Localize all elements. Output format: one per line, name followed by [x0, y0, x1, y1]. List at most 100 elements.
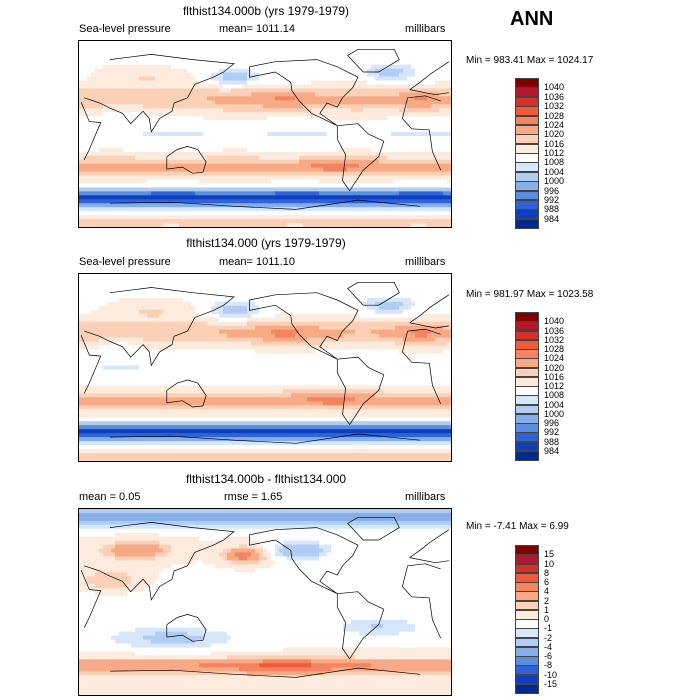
field-cell — [255, 155, 260, 161]
field-cell — [295, 191, 300, 196]
field-cell — [91, 289, 96, 295]
field-cell — [207, 92, 212, 98]
field-cell — [379, 219, 384, 224]
field-cell — [407, 120, 412, 125]
field-cell — [295, 48, 300, 54]
field-cell — [311, 167, 316, 173]
field-cell — [263, 195, 268, 200]
field-cell — [275, 128, 280, 133]
field-cell — [79, 155, 84, 161]
field-cell — [291, 104, 296, 109]
field-cell — [135, 274, 140, 279]
field-cell — [167, 143, 172, 149]
field-cell — [227, 96, 232, 101]
field-cell — [391, 163, 396, 169]
field-cell — [411, 132, 416, 137]
field-cell — [151, 159, 156, 165]
field-cell — [383, 167, 388, 173]
field-cell — [407, 128, 412, 133]
field-cell — [195, 124, 200, 129]
field-cell — [119, 56, 124, 62]
field-cell — [283, 44, 288, 50]
field-cell — [215, 277, 220, 283]
field-cell — [371, 92, 376, 98]
field-cell — [311, 80, 316, 86]
field-cell — [123, 88, 128, 94]
field-cell — [147, 155, 152, 161]
field-cell — [351, 56, 356, 62]
field-cell — [399, 104, 404, 109]
field-cell — [239, 215, 244, 220]
field-cell — [395, 277, 400, 283]
field-cell — [307, 112, 312, 117]
field-cell — [83, 64, 88, 70]
field-cell — [155, 215, 160, 220]
field-cell — [111, 277, 116, 283]
field-cell — [347, 195, 352, 200]
field-cell — [231, 215, 236, 220]
field-cell — [83, 120, 88, 125]
field-cell — [143, 92, 148, 98]
field-cell — [315, 52, 320, 58]
field-cell — [119, 191, 124, 196]
field-cell — [399, 139, 404, 145]
field-cell — [359, 96, 364, 101]
field-cell — [123, 211, 128, 216]
field-cell — [247, 293, 252, 299]
field-cell — [419, 183, 424, 189]
field-cell — [371, 44, 376, 50]
field-cell — [315, 41, 320, 46]
field-cell — [131, 175, 136, 181]
field-cell — [239, 163, 244, 169]
field-cell — [355, 281, 360, 287]
field-cell — [407, 171, 412, 177]
field-cell — [391, 135, 396, 141]
field-cell — [315, 147, 320, 153]
field-cell — [239, 285, 244, 291]
field-cell — [163, 56, 168, 62]
field-cell — [443, 171, 448, 177]
field-cell — [259, 211, 264, 216]
field-cell — [123, 207, 128, 212]
field-cell — [275, 143, 280, 149]
field-cell — [179, 199, 184, 204]
field-cell — [183, 143, 188, 149]
field-cell — [395, 171, 400, 177]
field-cell — [223, 120, 228, 125]
field-cell — [323, 72, 328, 78]
field-cell — [315, 155, 320, 161]
field-cell — [255, 163, 260, 169]
field-cell — [119, 116, 124, 121]
field-cell — [155, 92, 160, 98]
field-cell — [391, 171, 396, 177]
field-cell — [159, 56, 164, 62]
field-cell — [79, 132, 84, 137]
field-cell — [259, 52, 264, 58]
field-cell — [319, 147, 324, 153]
field-cell — [175, 52, 180, 58]
field-cell — [267, 143, 272, 149]
field-cell — [195, 207, 200, 212]
field-cell — [411, 159, 416, 165]
field-cell — [279, 277, 284, 283]
field-cell — [363, 112, 368, 117]
field-cell — [351, 48, 356, 54]
field-cell — [399, 187, 404, 192]
field-cell — [287, 191, 292, 196]
field-cell — [423, 68, 428, 74]
field-cell — [171, 139, 176, 145]
field-cell — [171, 100, 176, 105]
field-cell — [371, 215, 376, 220]
field-cell — [135, 108, 140, 113]
field-cell — [79, 72, 84, 78]
field-cell — [363, 191, 368, 196]
field-cell — [91, 211, 96, 216]
field-cell — [263, 281, 268, 287]
field-cell — [403, 96, 408, 101]
field-cell — [95, 64, 100, 70]
field-cell — [431, 80, 436, 86]
field-cell — [119, 60, 124, 66]
field-cell — [131, 41, 136, 46]
field-cell — [263, 203, 268, 208]
field-cell — [183, 44, 188, 50]
